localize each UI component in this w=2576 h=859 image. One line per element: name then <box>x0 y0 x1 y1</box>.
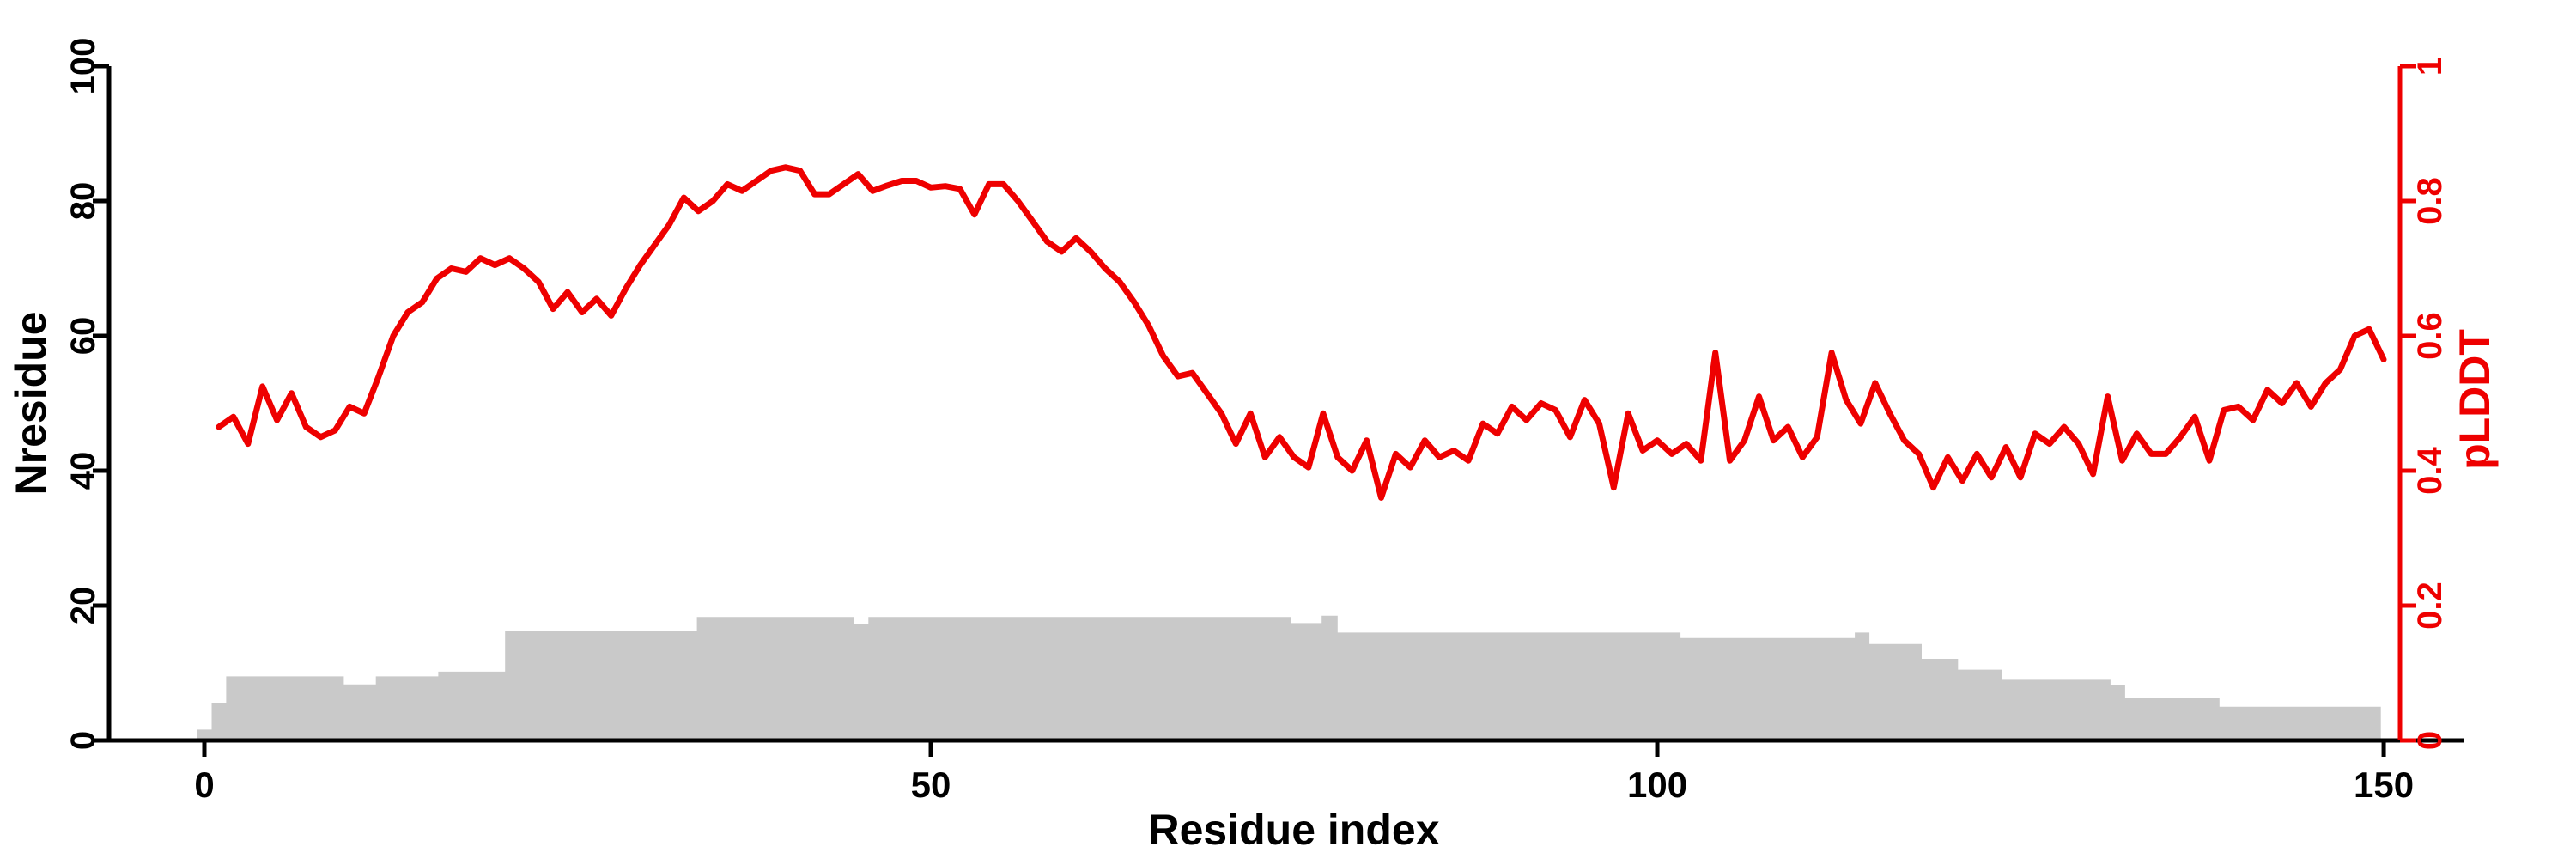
left-tick-label: 60 <box>64 317 102 356</box>
left-tick-label: 100 <box>64 38 102 95</box>
nresidue-area <box>197 615 2381 740</box>
left-tick-label: 0 <box>64 731 102 750</box>
x-tick-label: 150 <box>2354 765 2414 805</box>
x-axis-title: Residue index <box>1149 806 1440 854</box>
right-tick-label: 0.6 <box>2411 312 2449 360</box>
left-tick-label: 20 <box>64 587 102 625</box>
right-tick-label: 1 <box>2411 57 2449 76</box>
x-tick-label: 0 <box>194 765 214 805</box>
x-tick-label: 100 <box>1627 765 1687 805</box>
left-tick-label: 80 <box>64 182 102 221</box>
plddt-line <box>216 164 2387 501</box>
right-axis-title: pLDDT <box>2451 329 2499 470</box>
right-tick-label: 0 <box>2411 731 2449 750</box>
left-axis-title: Nresidue <box>7 312 55 496</box>
right-tick-label: 0.4 <box>2411 446 2449 494</box>
x-tick-label: 50 <box>911 765 951 805</box>
left-tick-label: 40 <box>64 452 102 490</box>
right-tick-label: 0.2 <box>2411 582 2449 630</box>
right-tick-label: 0.8 <box>2411 177 2449 225</box>
